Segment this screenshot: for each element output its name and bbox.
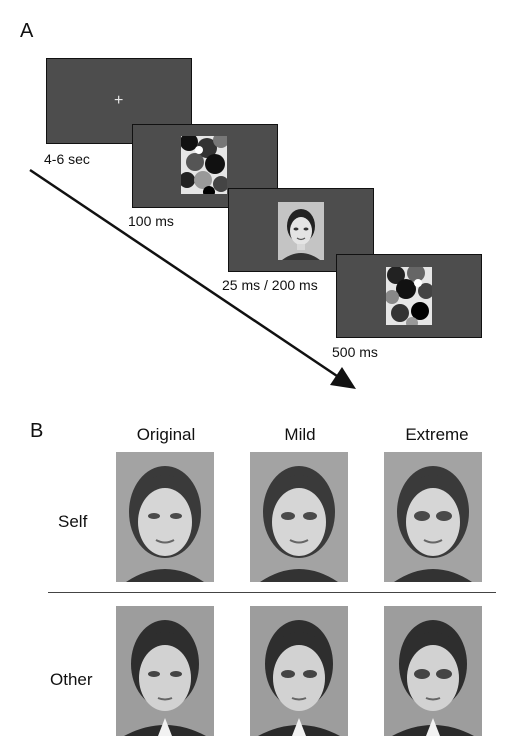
timing-face: 25 ms / 200 ms [222,277,318,293]
row-divider [48,592,496,593]
timing-mask-1: 100 ms [128,213,174,229]
panel-a-label: A [20,20,34,42]
self-extreme-photo [384,452,482,582]
column-header-original: Original [136,425,196,444]
timing-mask-2: 500 ms [332,344,378,360]
self-mild-photo [250,452,348,582]
other-mild-photo [250,606,348,736]
fixation-cross: + [114,92,124,109]
mask-image-2 [386,267,432,325]
mask-image-1 [181,136,227,194]
other-extreme-photo [384,606,482,736]
other-original-photo [116,606,214,736]
self-original-photo [116,452,214,582]
row-header-self: Self [58,512,88,531]
timeline-arrow [29,168,356,389]
timing-fixation: 4-6 sec [44,151,90,167]
row-header-other: Other [50,670,93,689]
panel-b-label: B [30,420,44,442]
face-screen [228,188,374,272]
target-face-image [278,202,324,260]
mask-screen-2 [336,254,482,338]
column-header-extreme: Extreme [405,425,469,444]
column-header-mild: Mild [284,425,316,444]
